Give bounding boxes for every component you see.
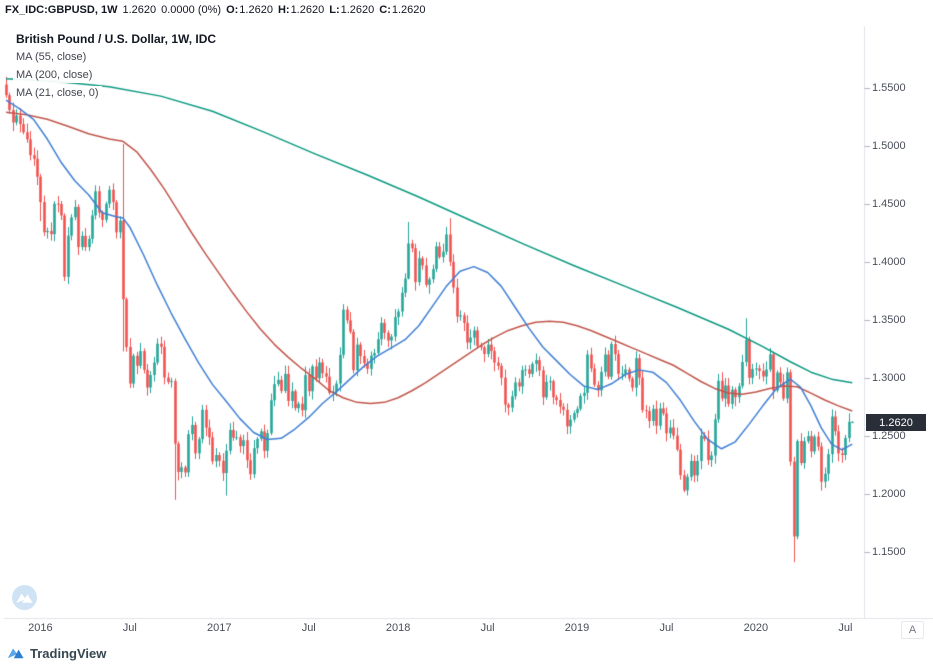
price-change: 0.0000 (0%) — [161, 4, 222, 16]
last-price: 1.2620 — [122, 4, 157, 16]
time-axis-label: 2019 — [564, 622, 590, 634]
low-label: L: — [329, 4, 340, 16]
high-value: H:1.2620 — [277, 4, 325, 16]
price-axis[interactable]: 1.5500 1.5000 1.4500 1.4000 1.3500 1.3000 1.25… — [872, 26, 930, 618]
ma-21-legend[interactable]: MA (21, close, 0) — [13, 86, 102, 101]
low-value: L:1.2620 — [329, 4, 375, 16]
chart-legend: British Pound / U.S. Dollar, 1W, IDC MA … — [13, 31, 220, 104]
time-axis-label: Jul — [659, 622, 674, 634]
symbol-title: FX_IDC:GBPUSD, 1W — [5, 4, 118, 16]
symbol-info-bar: FX_IDC:GBPUSD, 1W 1.2620 0.0000 (0%) O:1… — [5, 4, 426, 16]
high-label: H: — [277, 4, 290, 16]
price-axis-label: 1.3000 — [872, 372, 906, 384]
open-label: O: — [226, 4, 239, 16]
price-axis-label: 1.5500 — [872, 82, 906, 94]
price-axis-label: 1.4500 — [872, 198, 906, 210]
tradingview-watermark-icon[interactable] — [11, 584, 38, 611]
tradingview-logo-icon — [7, 648, 24, 659]
last-price-label: 1.2620 — [866, 414, 926, 432]
open-value: O:1.2620 — [226, 4, 273, 16]
price-axis-label: 1.3500 — [872, 314, 906, 326]
time-axis-label: Jul — [301, 622, 316, 634]
time-axis-label: 2016 — [28, 622, 53, 634]
time-axis-label: 2020 — [743, 622, 769, 634]
ma-200-legend[interactable]: MA (200, close) — [13, 68, 96, 83]
close-label: C: — [379, 4, 391, 16]
time-axis-label: Jul — [122, 622, 137, 634]
tradingview-attribution[interactable]: TradingView — [7, 645, 106, 661]
price-axis-label: 1.2500 — [872, 430, 906, 442]
time-axis[interactable]: 2016 Jul 2017 Jul 2018 Jul 2019 Jul 2020 Jul — [0, 620, 900, 642]
price-axis-label: 1.1500 — [872, 546, 906, 558]
symbol-legend[interactable]: British Pound / U.S. Dollar, 1W, IDC — [13, 31, 220, 47]
time-axis-label: Jul — [480, 622, 495, 634]
time-axis-label: Jul — [838, 622, 853, 634]
auto-scale-button[interactable]: A — [901, 621, 924, 639]
close-value: C:1.2620 — [379, 4, 426, 16]
tradingview-logo-text: TradingView — [30, 645, 107, 661]
time-axis-label: 2018 — [385, 622, 411, 634]
price-axis-label: 1.5000 — [872, 140, 906, 152]
price-axis-label: 1.2000 — [872, 488, 906, 500]
price-axis-label: 1.4000 — [872, 256, 906, 268]
time-axis-label: 2017 — [207, 622, 232, 634]
ma-55-legend[interactable]: MA (55, close) — [13, 50, 90, 65]
